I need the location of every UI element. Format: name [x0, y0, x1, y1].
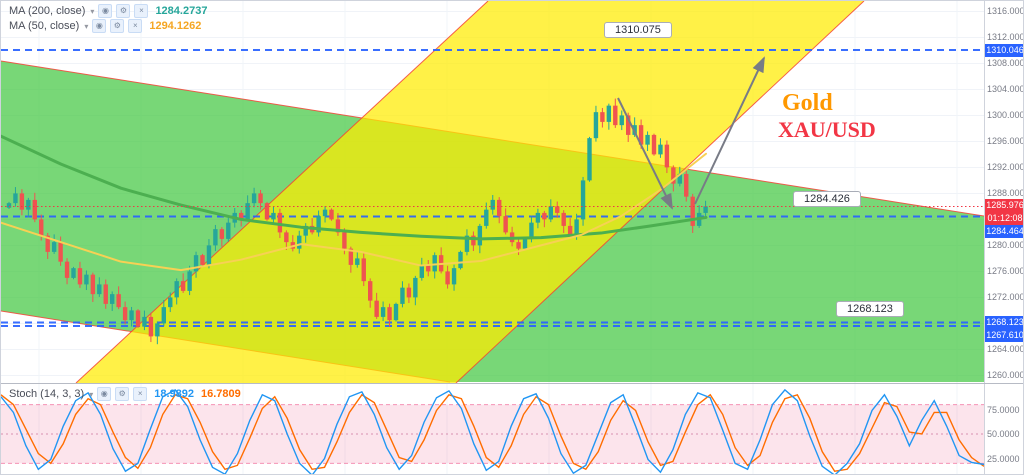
price-tag: 1268.123 [985, 316, 1024, 329]
price-tag: 1267.610 [985, 329, 1024, 342]
down-arrow[interactable] [617, 97, 673, 210]
price-tick: 1316.000 [987, 6, 1024, 17]
legend-ma200: MA (200, close) ▾ ◉ ⚙ × 1284.2737 [9, 4, 207, 18]
price-tick: 1264.000 [987, 344, 1024, 355]
price-tag: 1285.976 [985, 199, 1024, 212]
legend-stoch: Stoch (14, 3, 3) ▾ ◉ ⚙ × 18.9892 16.7809 [9, 387, 241, 401]
price-tick: 1312.000 [987, 32, 1024, 43]
close-icon[interactable]: × [133, 387, 148, 401]
settings-icon[interactable]: ⚙ [115, 387, 130, 401]
stoch-tick: 50.0000 [987, 429, 1020, 439]
stoch-d-line [1, 393, 984, 473]
main-chart[interactable] [1, 1, 984, 383]
ma50-label[interactable]: MA (50, close) [9, 19, 80, 32]
price-tick: 1304.000 [987, 84, 1024, 95]
price-tag: 1284.464 [985, 225, 1024, 238]
eye-icon[interactable]: ◉ [92, 19, 107, 33]
legend-ma50: MA (50, close) ▾ ◉ ⚙ × 1294.1262 [9, 19, 201, 33]
settings-icon[interactable]: ⚙ [116, 4, 131, 18]
chevron-down-icon[interactable]: ▾ [90, 6, 95, 16]
chevron-down-icon[interactable]: ▾ [84, 21, 89, 31]
panel-separator[interactable] [1, 383, 1023, 384]
stoch-tick: 25.0000 [987, 453, 1020, 464]
stoch-tick: 75.0000 [987, 404, 1020, 415]
ma200-value: 1284.2737 [155, 4, 208, 17]
close-icon[interactable]: × [134, 4, 149, 18]
price-tick: 1276.000 [987, 266, 1024, 277]
level-label[interactable]: 1268.123 [836, 301, 904, 317]
countdown-tag: 01:12:08 [985, 212, 1023, 225]
annotation-title-gold[interactable]: Gold [782, 90, 833, 116]
level-label[interactable]: 1310.075 [604, 22, 672, 38]
ma-200-line[interactable] [1, 134, 708, 241]
stoch-k-line [1, 388, 984, 474]
price-tick: 1260.000 [987, 370, 1024, 381]
stoch-k-value: 18.9892 [154, 387, 194, 400]
price-axis[interactable]: 1316.000 1312.000 1308.000 1304.000 1300.000… [984, 1, 1024, 474]
level-label[interactable]: 1284.426 [793, 191, 861, 207]
up-arrow[interactable] [694, 56, 765, 205]
ma50-value: 1294.1262 [149, 19, 202, 32]
price-tick: 1308.000 [987, 58, 1024, 69]
level-lines[interactable] [1, 49, 984, 327]
price-tick: 1296.000 [987, 136, 1024, 147]
settings-icon[interactable]: ⚙ [110, 19, 125, 33]
price-tick: 1280.000 [987, 240, 1024, 251]
price-tick: 1300.000 [987, 110, 1024, 121]
stoch-chart[interactable] [1, 384, 984, 475]
price-tick: 1292.000 [987, 162, 1024, 173]
eye-icon[interactable]: ◉ [97, 387, 112, 401]
eye-icon[interactable]: ◉ [98, 4, 113, 18]
stoch-d-value: 16.7809 [201, 387, 241, 400]
stoch-label[interactable]: Stoch (14, 3, 3) [9, 387, 85, 400]
price-tag: 1310.046 [985, 44, 1024, 57]
price-tick: 1272.000 [987, 292, 1024, 303]
ma-50-line[interactable] [1, 152, 707, 272]
price-tick: 1288.000 [987, 188, 1024, 199]
ma200-label[interactable]: MA (200, close) [9, 4, 86, 17]
chevron-down-icon[interactable]: ▾ [89, 389, 94, 399]
close-icon[interactable]: × [128, 19, 143, 33]
annotation-title-xauusd[interactable]: XAU/USD [778, 117, 876, 142]
